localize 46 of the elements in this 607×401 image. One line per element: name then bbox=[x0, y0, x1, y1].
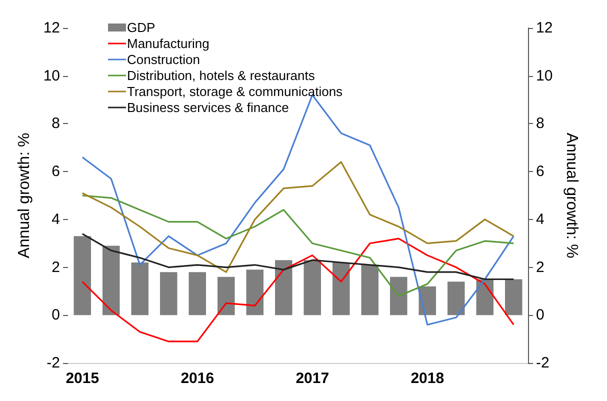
bar bbox=[102, 246, 120, 316]
y-tick-label: 6 bbox=[52, 163, 60, 180]
y-tick-label: -2 bbox=[46, 354, 60, 372]
line-series bbox=[82, 232, 514, 280]
y2-tick-label: 0 bbox=[536, 306, 544, 324]
y2-tick-label: 6 bbox=[536, 163, 544, 180]
bar bbox=[246, 270, 264, 316]
y2-tick-label: 10 bbox=[536, 67, 553, 84]
y2-tick-label: 2 bbox=[536, 258, 544, 276]
bar bbox=[160, 272, 178, 316]
x-tick-label: 2016 bbox=[180, 370, 214, 387]
x-tick-label: 2018 bbox=[410, 370, 444, 387]
line-series bbox=[82, 238, 514, 342]
y-tick-label: 12 bbox=[43, 20, 60, 36]
y2-tick-label: -2 bbox=[536, 354, 550, 372]
bar bbox=[218, 276, 235, 316]
y-tick-label: 2 bbox=[52, 258, 60, 276]
y-tick-label: 10 bbox=[43, 67, 60, 84]
y2-tick-label: 8 bbox=[536, 115, 544, 132]
legend-label: GDP bbox=[127, 20, 156, 35]
bar bbox=[275, 260, 292, 316]
legend-label: Transport, storage & communications bbox=[127, 84, 344, 99]
line-series bbox=[82, 161, 514, 273]
y-tick-label: 4 bbox=[52, 210, 60, 228]
bar bbox=[448, 282, 465, 316]
bar bbox=[390, 276, 408, 316]
y-axis-title: Annual growth: % bbox=[16, 132, 33, 258]
bar bbox=[332, 262, 350, 316]
y2-tick-label: 12 bbox=[536, 20, 553, 36]
bar bbox=[188, 272, 206, 316]
bar bbox=[74, 236, 91, 316]
legend-label: Business services & finance bbox=[127, 100, 289, 115]
bar bbox=[505, 279, 522, 316]
bar bbox=[304, 260, 321, 316]
x-tick-label: 2015 bbox=[66, 370, 100, 387]
y2-tick-label: 4 bbox=[536, 210, 544, 228]
y2-axis-title: Annual growth: % bbox=[563, 132, 580, 258]
x-tick-label: 2017 bbox=[296, 370, 330, 387]
y-tick-label: 0 bbox=[52, 306, 60, 324]
bar bbox=[361, 264, 378, 316]
legend-label: Construction bbox=[127, 52, 200, 67]
line-series bbox=[82, 194, 514, 297]
bar bbox=[131, 262, 148, 316]
legend-label: Manufacturing bbox=[127, 36, 210, 51]
y-tick-label: 8 bbox=[52, 115, 60, 132]
legend-label: Distribution, hotels & restaurants bbox=[127, 68, 316, 83]
